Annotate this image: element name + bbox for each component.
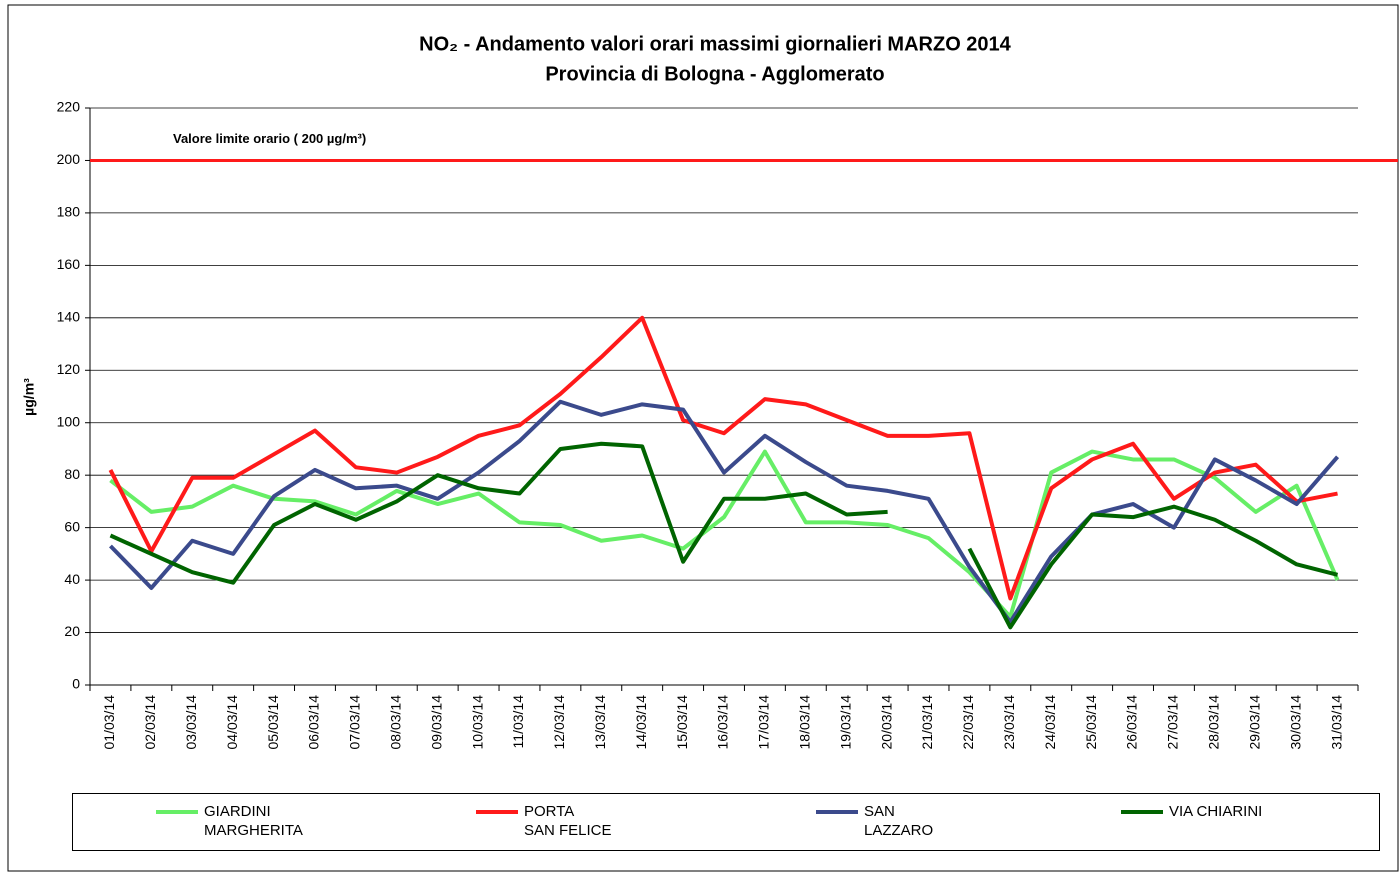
- y-tick-label: 100: [57, 413, 81, 429]
- x-tick-label: 25/03/14: [1083, 695, 1099, 750]
- x-tick-label: 20/03/14: [878, 695, 894, 750]
- x-tick-label: 11/03/14: [510, 695, 526, 749]
- y-tick-label: 20: [64, 623, 80, 639]
- x-tick-label: 03/03/14: [183, 695, 199, 750]
- y-tick-label: 200: [57, 151, 81, 167]
- legend-entry: PORTA SAN FELICE: [476, 802, 612, 840]
- x-tick-label: 26/03/14: [1124, 695, 1140, 750]
- x-tick-label: 12/03/14: [551, 695, 567, 750]
- x-tick-label: 05/03/14: [265, 695, 281, 750]
- series-line: [108, 315, 1338, 601]
- series-line: [109, 449, 1340, 619]
- x-tick-label: 27/03/14: [1165, 695, 1181, 750]
- x-tick-label: 01/03/14: [101, 695, 117, 750]
- legend: GIARDINI MARGHERITA PORTA SAN FELICE SAN L…: [72, 793, 1380, 851]
- legend-label: SAN LAZZARO: [864, 803, 934, 839]
- x-tick-label: 22/03/14: [960, 695, 976, 750]
- x-tick-label: 02/03/14: [142, 695, 158, 750]
- legend-swatch: [816, 810, 858, 814]
- x-tick-label: 09/03/14: [428, 695, 444, 750]
- series-line: [109, 399, 1340, 625]
- chart-border: [7, 4, 1399, 872]
- x-tick-label: 06/03/14: [306, 695, 322, 750]
- x-tick-label: 24/03/14: [1042, 695, 1058, 750]
- x-tick-label: 30/03/14: [1287, 695, 1303, 750]
- y-tick-label: 120: [57, 361, 81, 377]
- x-tick-label: 04/03/14: [224, 695, 240, 750]
- series-line: [109, 441, 1339, 630]
- y-tick-label: 140: [57, 309, 81, 325]
- x-tick-label: 10/03/14: [469, 695, 485, 750]
- x-tick-label: 29/03/14: [1246, 695, 1262, 750]
- x-tick-label: 18/03/14: [797, 695, 813, 750]
- chart-title: NO₂ - Andamento valori orari massimi gio…: [419, 33, 1012, 55]
- legend-label: PORTA SAN FELICE: [524, 803, 612, 839]
- legend-entry: GIARDINI MARGHERITA: [156, 802, 303, 840]
- legend-swatch: [1121, 810, 1163, 814]
- y-tick-label: 60: [64, 518, 80, 534]
- y-tick-label: 180: [57, 204, 81, 220]
- y-tick-label: 80: [64, 466, 80, 482]
- legend-label: VIA CHIARINI: [1169, 803, 1263, 820]
- y-tick-label: 220: [57, 99, 81, 115]
- x-tick-label: 16/03/14: [715, 695, 731, 750]
- x-tick-label: 15/03/14: [674, 695, 690, 750]
- legend-label: GIARDINI MARGHERITA: [204, 803, 303, 839]
- chart-subtitle: Provincia di Bologna - Agglomerato: [545, 63, 884, 85]
- x-tick-label: 23/03/14: [1001, 695, 1017, 750]
- x-tick-label: 17/03/14: [756, 695, 772, 750]
- y-tick-label: 160: [57, 256, 81, 272]
- x-tick-label: 13/03/14: [592, 695, 608, 750]
- reference-label: Valore limite orario ( 200 µg/m³): [173, 131, 366, 146]
- x-tick-label: 07/03/14: [347, 695, 363, 750]
- x-tick-label: 08/03/14: [387, 695, 403, 750]
- x-tick-label: 21/03/14: [919, 695, 935, 750]
- y-axis-label: µg/m³: [21, 378, 37, 416]
- legend-entry: SAN LAZZARO: [816, 802, 933, 840]
- x-tick-label: 28/03/14: [1206, 695, 1222, 750]
- y-tick-label: 40: [64, 571, 80, 587]
- legend-swatch: [476, 810, 518, 814]
- y-tick-label: 0: [72, 676, 80, 692]
- x-tick-label: 19/03/14: [837, 695, 853, 750]
- legend-swatch: [156, 810, 198, 814]
- x-tick-label: 14/03/14: [633, 695, 649, 750]
- legend-entry: VIA CHIARINI: [1121, 802, 1262, 821]
- x-tick-label: 31/03/14: [1328, 695, 1344, 750]
